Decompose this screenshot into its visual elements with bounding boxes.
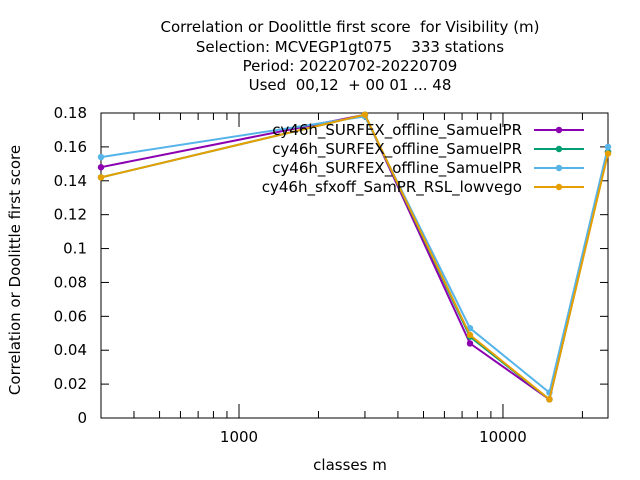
chart-subtitle-period: Period: 20220702-20220709 bbox=[242, 57, 458, 75]
series-3-point bbox=[604, 143, 612, 151]
legend-entry-label: cy46h_sfxoff_SamPR_RSL_lowvego bbox=[262, 178, 522, 197]
chart-title: Correlation or Doolittle first score for… bbox=[160, 18, 540, 36]
series-4-point bbox=[466, 331, 474, 339]
y-tick-label: 0.08 bbox=[54, 273, 87, 291]
y-tick-label: 0 bbox=[77, 409, 87, 427]
legend-swatch-marker bbox=[555, 126, 563, 134]
x-axis-label: classes m bbox=[313, 456, 387, 474]
series-3-point bbox=[97, 153, 105, 161]
series-4-point bbox=[604, 150, 612, 157]
y-tick-label: 0.02 bbox=[54, 375, 87, 393]
y-tick-label: 0.04 bbox=[54, 341, 87, 359]
chart-subtitle-used: Used 00,12 + 00 01 ... 48 bbox=[248, 76, 452, 94]
y-tick-label: 0.18 bbox=[54, 104, 87, 122]
y-axis-label: Correlation or Doolittle first score bbox=[6, 144, 24, 396]
y-tick-label: 0.14 bbox=[54, 172, 87, 190]
series-4-point bbox=[97, 174, 105, 181]
series-4-point bbox=[361, 111, 369, 118]
x-tick-label: 1000 bbox=[220, 428, 258, 446]
x-tick-label: 10000 bbox=[479, 428, 527, 446]
legend-swatch-marker bbox=[555, 164, 563, 172]
plot-frame bbox=[100, 112, 609, 419]
y-tick-label: 0.12 bbox=[54, 206, 87, 224]
series-1-point bbox=[466, 340, 474, 347]
legend-swatch-marker bbox=[555, 183, 563, 191]
y-tick-label: 0.06 bbox=[54, 307, 87, 325]
y-tick-label: 0.1 bbox=[63, 240, 87, 258]
chart-subtitle-selection: Selection: MCVEGP1gt075 333 stations bbox=[195, 38, 505, 56]
series-4-point bbox=[546, 396, 553, 403]
legend-entry-label: cy46h_SURFEX_offline_SamuelPR bbox=[272, 121, 522, 140]
legend-entry-label: cy46h_SURFEX_offline_SamuelPR bbox=[272, 140, 522, 159]
series-1-point bbox=[97, 164, 105, 171]
legend-swatch-marker bbox=[555, 145, 563, 153]
legend-entry-label: cy46h_SURFEX_offline_SamuelPR bbox=[272, 159, 522, 178]
y-tick-label: 0.16 bbox=[54, 138, 87, 156]
